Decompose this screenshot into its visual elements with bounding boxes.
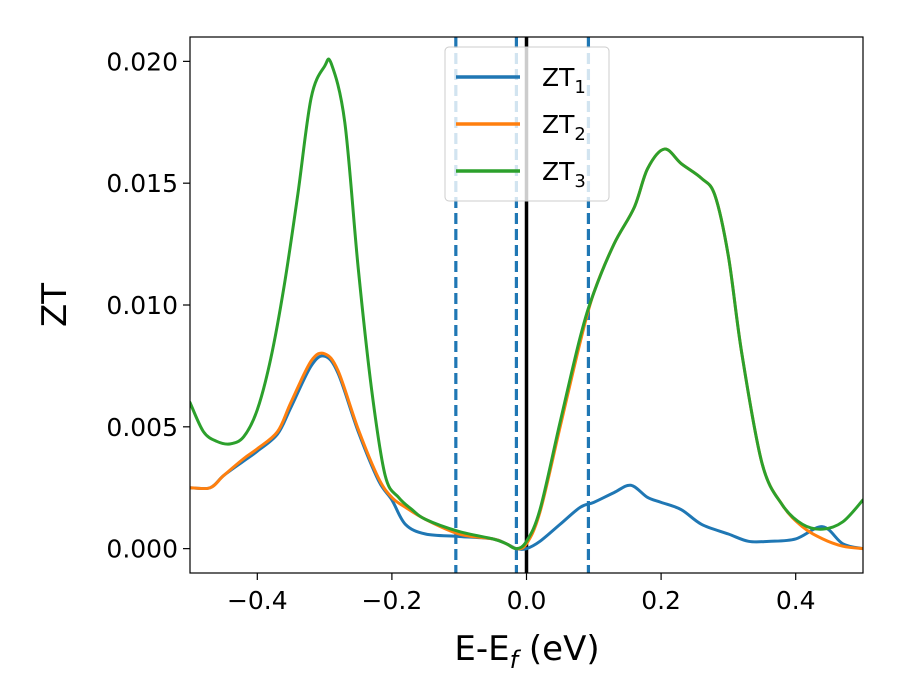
y-tick-label: 0.015 [106, 169, 178, 198]
legend-label-zt2: ZT2 [542, 110, 586, 145]
legend-label-zt3: ZT3 [542, 157, 586, 192]
x-axis-ticks: −0.4 −0.2 0.0 0.2 0.4 [227, 573, 816, 615]
legend-box [444, 46, 610, 202]
x-axis-label: E-Ef (eV) [454, 629, 599, 674]
y-tick-label: 0.010 [106, 291, 178, 320]
legend: ZT1 ZT2 ZT3 [444, 46, 610, 202]
y-tick-label: 0.005 [106, 413, 178, 442]
legend-label-zt1: ZT1 [542, 63, 586, 98]
x-tick-label: 0.0 [507, 586, 547, 615]
series-line-zt3 [190, 57, 863, 551]
x-tick-label: 0.2 [641, 586, 681, 615]
y-axis-ticks: 0.000 0.005 0.010 0.015 0.020 [106, 47, 190, 564]
y-axis-label: ZT [35, 283, 75, 327]
series-layer [190, 57, 863, 551]
x-tick-label: 0.4 [776, 586, 816, 615]
x-tick-label: −0.2 [362, 586, 423, 615]
x-tick-label: −0.4 [227, 586, 288, 615]
y-tick-label: 0.020 [106, 47, 178, 76]
y-tick-label: 0.000 [106, 535, 178, 564]
